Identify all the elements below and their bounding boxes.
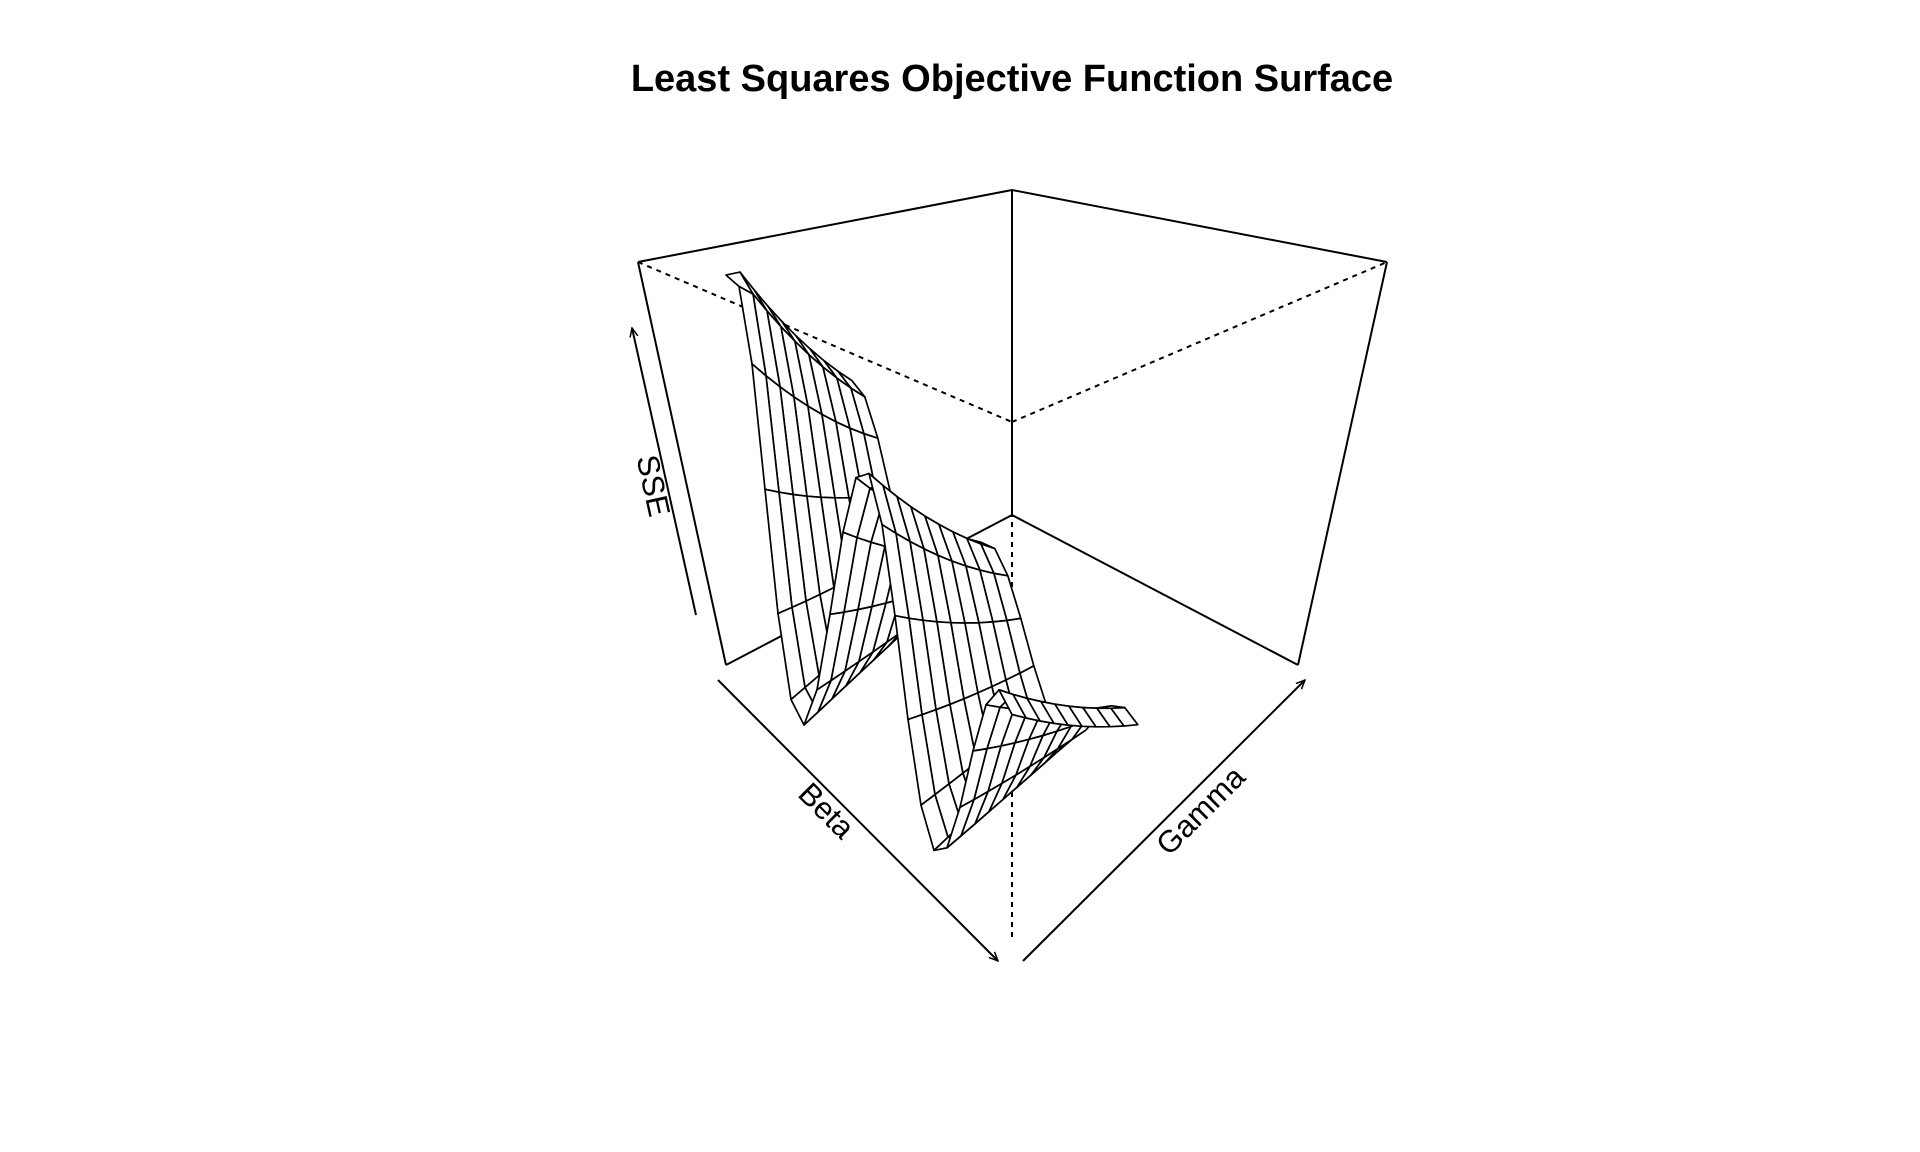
x-axis-label: Beta: [792, 776, 862, 846]
y-axis-label: Gamma: [1149, 759, 1252, 862]
box-edge-hidden-back-right: [1011, 261, 1388, 423]
gamma-axis-arrow: [1022, 680, 1305, 962]
box-edge-floor-back-right: [1011, 514, 1299, 666]
surface-mesh: [725, 271, 1139, 852]
box-edge-left-vertical: [637, 261, 727, 666]
box-edge-right-vertical: [1297, 261, 1388, 666]
box-edge-top-right: [1011, 189, 1388, 263]
surface-facet: [998, 688, 1027, 719]
sse-axis-arrow: [632, 328, 697, 616]
box-edge-top-left: [637, 189, 1013, 263]
axis-arrows: [632, 328, 1305, 961]
chart-title: Least Squares Objective Function Surface: [630, 58, 1394, 100]
box-hidden-edges: [637, 261, 1388, 937]
beta-axis-arrow: [717, 679, 998, 961]
box-edge-hidden-back-left: [637, 261, 1013, 423]
box-back-edges: [637, 189, 1388, 666]
z-axis-label: SSE: [630, 452, 678, 520]
